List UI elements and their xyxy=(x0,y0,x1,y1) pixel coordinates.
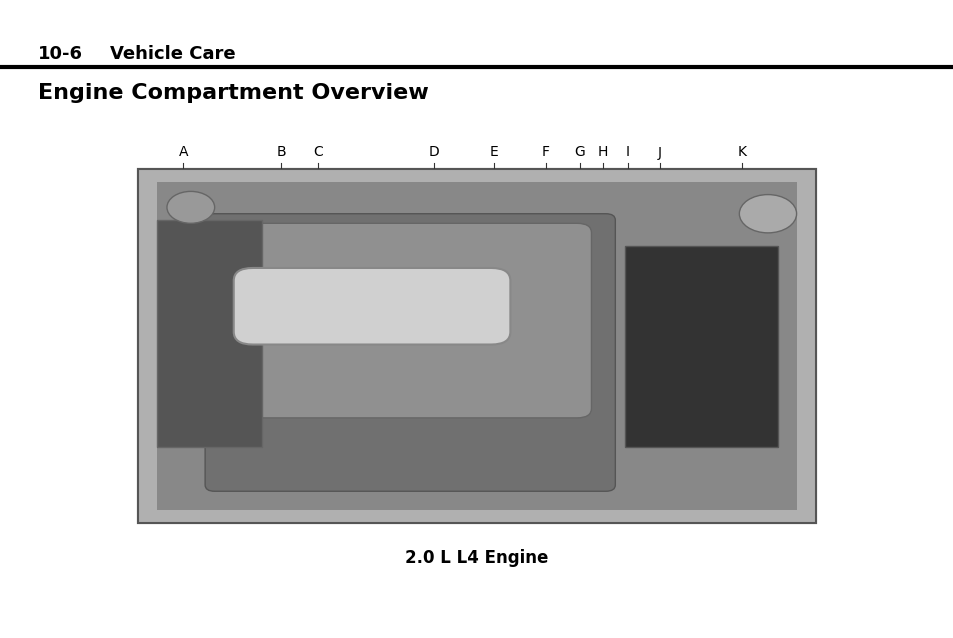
FancyBboxPatch shape xyxy=(233,268,510,345)
Text: F: F xyxy=(541,145,549,160)
Bar xyxy=(157,220,262,447)
Text: H: H xyxy=(598,145,607,160)
Text: A: A xyxy=(178,145,188,160)
Text: K: K xyxy=(737,145,746,160)
Bar xyxy=(157,182,796,510)
Text: Engine Compartment Overview: Engine Compartment Overview xyxy=(38,83,429,103)
Bar xyxy=(138,169,815,523)
Text: J: J xyxy=(658,145,661,160)
Text: 10-6: 10-6 xyxy=(38,45,83,63)
Text: I: I xyxy=(625,145,629,160)
Bar xyxy=(624,246,777,447)
Text: D: D xyxy=(428,145,439,160)
Text: Vehicle Care: Vehicle Care xyxy=(110,45,235,63)
Circle shape xyxy=(167,191,214,223)
Text: C: C xyxy=(313,145,322,160)
FancyBboxPatch shape xyxy=(219,223,591,418)
Text: E: E xyxy=(489,145,498,160)
Text: 2.0 L L4 Engine: 2.0 L L4 Engine xyxy=(405,549,548,567)
FancyBboxPatch shape xyxy=(205,214,615,491)
Text: G: G xyxy=(574,145,585,160)
Text: B: B xyxy=(276,145,286,160)
FancyBboxPatch shape xyxy=(138,169,815,523)
Circle shape xyxy=(739,195,796,233)
